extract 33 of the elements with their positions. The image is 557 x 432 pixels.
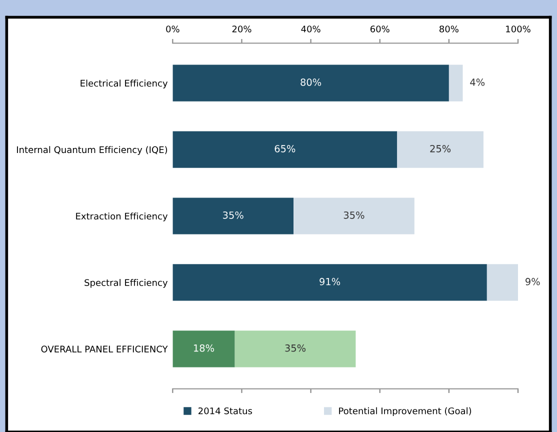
- y-tick-label: Internal Quantum Efficiency (IQE): [17, 146, 168, 155]
- data-label: 4%: [470, 78, 485, 86]
- data-label: 18%: [194, 344, 214, 352]
- data-label: 91%: [320, 278, 340, 286]
- x-tick-label: 0%: [166, 26, 180, 32]
- bar: [234, 330, 356, 368]
- y-tick-label: Electrical Efficiency: [80, 80, 168, 88]
- x-tick-label: 100%: [506, 26, 530, 32]
- bar: [172, 131, 398, 168]
- data-label: 9%: [526, 278, 540, 286]
- y-tick-label: Extraction Efficiency: [76, 212, 168, 222]
- data-label: 35%: [344, 211, 364, 219]
- legend-label: 2014 Status: [198, 407, 252, 414]
- y-tick-label: Spectral Efficiency: [84, 279, 168, 288]
- bar: [397, 131, 484, 168]
- bar: [172, 264, 487, 301]
- data-label: 80%: [300, 78, 322, 86]
- bar: [172, 64, 449, 102]
- x-tick-label: 80%: [440, 26, 458, 32]
- bar: [448, 64, 463, 102]
- data-label: 35%: [223, 211, 244, 219]
- bar: [172, 330, 235, 368]
- data-label: 25%: [430, 145, 451, 152]
- y-tick-label: OVERALL PANEL EFFICIENCY: [41, 346, 168, 352]
- x-tick-label: 60%: [370, 26, 390, 32]
- legend-label: Potential Improvement (Goal): [339, 407, 472, 416]
- bar: [486, 264, 518, 301]
- bar: [294, 198, 414, 234]
- x-tick-label: 20%: [232, 26, 252, 32]
- data-label: 65%: [274, 145, 296, 152]
- bar: [172, 198, 294, 234]
- x-tick-label: 40%: [301, 26, 320, 32]
- data-label: 35%: [285, 344, 306, 352]
